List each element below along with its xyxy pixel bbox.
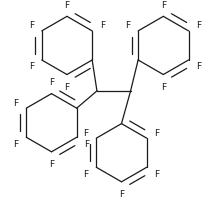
Text: F: F — [84, 139, 89, 148]
Text: F: F — [29, 62, 34, 71]
Text: F: F — [49, 78, 54, 87]
Text: F: F — [154, 169, 159, 178]
Text: F: F — [195, 62, 200, 71]
Text: F: F — [195, 21, 200, 30]
Text: F: F — [99, 21, 104, 30]
Text: F: F — [29, 21, 34, 30]
Text: F: F — [64, 1, 69, 10]
Text: F: F — [160, 1, 165, 10]
Text: F: F — [83, 169, 88, 178]
Text: F: F — [154, 128, 159, 137]
Text: F: F — [160, 82, 165, 91]
Text: F: F — [49, 159, 54, 168]
Text: F: F — [14, 98, 19, 107]
Text: F: F — [83, 128, 88, 137]
Text: F: F — [14, 139, 19, 148]
Text: F: F — [125, 21, 130, 30]
Text: F: F — [64, 82, 69, 91]
Text: F: F — [118, 189, 123, 198]
